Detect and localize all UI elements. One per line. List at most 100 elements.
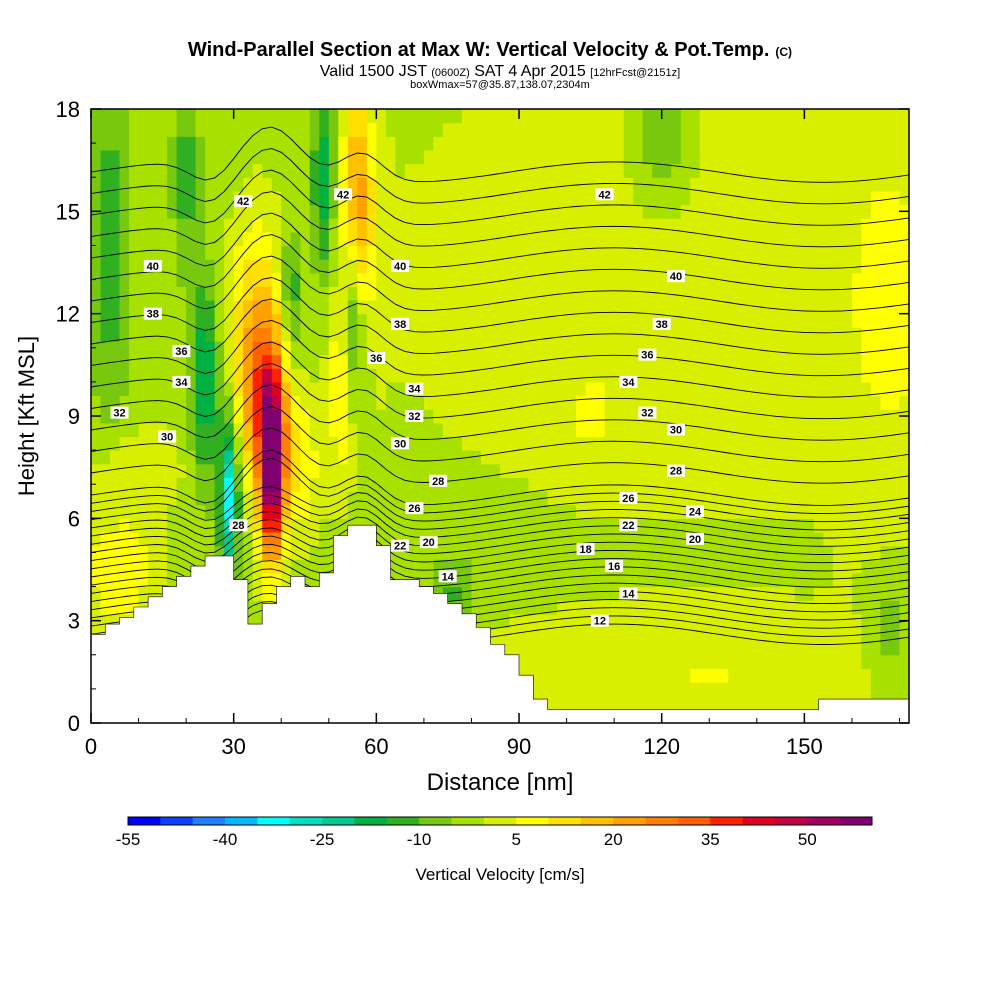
velocity-cell bbox=[252, 613, 263, 629]
velocity-cell bbox=[461, 586, 473, 601]
contour-label-bg bbox=[638, 406, 657, 419]
velocity-cell bbox=[100, 381, 111, 397]
velocity-cell bbox=[880, 409, 891, 424]
velocity-cell bbox=[813, 354, 824, 369]
velocity-cell bbox=[861, 190, 872, 206]
velocity-cell bbox=[585, 231, 596, 247]
velocity-cell bbox=[309, 463, 320, 478]
colorbar-swatch bbox=[160, 817, 193, 825]
velocity-cell bbox=[129, 204, 140, 219]
velocity-cell bbox=[870, 518, 882, 533]
velocity-cell bbox=[813, 545, 824, 560]
velocity-cell bbox=[262, 136, 273, 151]
velocity-cell bbox=[233, 109, 244, 124]
velocity-cell bbox=[262, 477, 273, 492]
velocity-cell bbox=[899, 300, 909, 315]
colorbar-swatch bbox=[322, 817, 355, 825]
velocity-cell bbox=[661, 477, 672, 492]
velocity-cell bbox=[690, 518, 701, 533]
velocity-cell bbox=[300, 368, 311, 383]
velocity-cell bbox=[661, 586, 672, 601]
velocity-cell bbox=[604, 682, 615, 697]
theta-contours bbox=[91, 126, 909, 645]
velocity-cell bbox=[252, 218, 263, 233]
velocity-cell bbox=[547, 354, 558, 369]
velocity-cell bbox=[680, 586, 691, 601]
velocity-cell bbox=[519, 245, 530, 260]
velocity-cell bbox=[709, 327, 720, 342]
velocity-cell bbox=[870, 409, 882, 424]
velocity-cell bbox=[785, 300, 796, 315]
velocity-cell bbox=[319, 149, 330, 165]
velocity-cell bbox=[680, 395, 691, 410]
velocity-cell bbox=[509, 504, 520, 519]
velocity-cell bbox=[794, 313, 805, 328]
velocity-cell bbox=[186, 340, 197, 356]
velocity-cell bbox=[576, 381, 587, 397]
velocity-cell bbox=[785, 491, 796, 506]
velocity-cell bbox=[718, 668, 729, 683]
colorbar-swatch bbox=[257, 817, 291, 825]
velocity-cell bbox=[366, 422, 377, 438]
contour-label: 32 bbox=[113, 408, 125, 420]
velocity-cell bbox=[357, 286, 368, 301]
velocity-cell bbox=[423, 340, 435, 356]
velocity-cell bbox=[633, 368, 644, 383]
contour-label-bg bbox=[419, 536, 438, 549]
velocity-cell bbox=[214, 422, 225, 438]
velocity-cell bbox=[813, 259, 824, 274]
velocity-cell bbox=[566, 627, 577, 642]
velocity-cell bbox=[557, 340, 568, 356]
velocity-cell bbox=[271, 545, 282, 560]
velocity-cell bbox=[614, 327, 625, 342]
velocity-cell bbox=[262, 518, 273, 533]
velocity-cell bbox=[252, 368, 263, 383]
velocity-cell bbox=[566, 422, 577, 438]
velocity-cell bbox=[538, 204, 549, 219]
velocity-cell bbox=[680, 272, 691, 287]
velocity-cell bbox=[110, 368, 121, 383]
velocity-cell bbox=[442, 245, 454, 260]
velocity-cell bbox=[842, 545, 853, 560]
velocity-cell bbox=[690, 600, 701, 615]
velocity-cell bbox=[357, 204, 368, 219]
velocity-cell bbox=[690, 654, 701, 670]
velocity-cell bbox=[889, 368, 901, 383]
velocity-cell bbox=[376, 300, 387, 315]
theta-contour-line bbox=[91, 427, 909, 484]
velocity-cell bbox=[91, 518, 102, 533]
velocity-cell bbox=[423, 109, 435, 124]
velocity-cell bbox=[652, 368, 663, 383]
velocity-cell bbox=[766, 682, 777, 697]
velocity-cell bbox=[480, 313, 492, 328]
colorbar-tick-label: 35 bbox=[701, 830, 720, 849]
velocity-cell bbox=[224, 340, 235, 356]
velocity-cell bbox=[585, 259, 596, 274]
velocity-cell bbox=[271, 354, 282, 369]
velocity-cell bbox=[376, 491, 387, 506]
velocity-cell bbox=[262, 300, 273, 315]
velocity-cell bbox=[680, 122, 691, 137]
velocity-cell bbox=[709, 109, 720, 124]
velocity-cell bbox=[595, 409, 606, 424]
velocity-cell bbox=[262, 109, 273, 124]
velocity-cell bbox=[861, 177, 872, 192]
velocity-cell bbox=[671, 204, 682, 219]
velocity-cell bbox=[480, 600, 492, 615]
velocity-cell bbox=[766, 327, 777, 342]
velocity-cell bbox=[861, 668, 872, 683]
velocity-cell bbox=[490, 109, 501, 124]
velocity-cell bbox=[861, 559, 872, 574]
velocity-cell bbox=[851, 340, 863, 356]
velocity-cell bbox=[119, 300, 130, 315]
velocity-cell bbox=[737, 586, 748, 601]
contour-label-bg bbox=[391, 437, 410, 450]
velocity-cell bbox=[148, 477, 159, 492]
velocity-cell bbox=[423, 477, 435, 492]
velocity-cell bbox=[633, 477, 644, 492]
velocity-cell bbox=[357, 218, 368, 233]
velocity-cell bbox=[195, 504, 206, 519]
velocity-cell bbox=[233, 409, 244, 424]
velocity-cell bbox=[91, 600, 102, 615]
velocity-cell bbox=[119, 218, 130, 233]
